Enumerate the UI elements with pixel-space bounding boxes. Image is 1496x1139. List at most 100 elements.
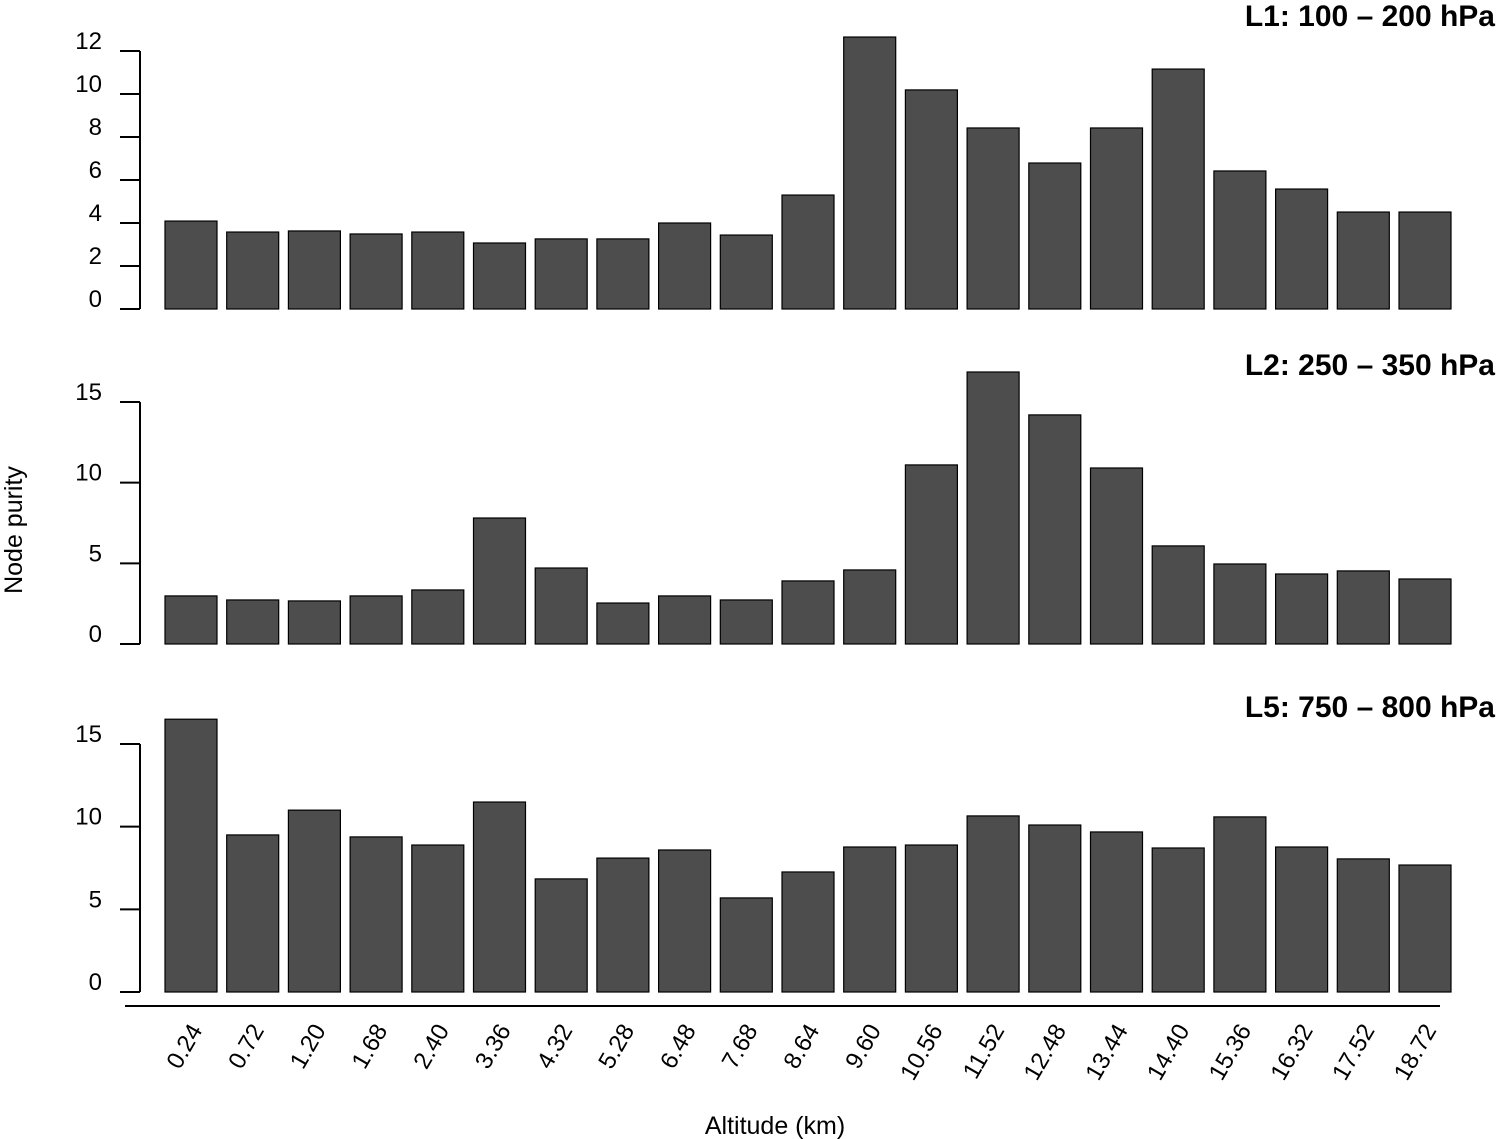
- bar-11.52: [966, 127, 1020, 310]
- bar-9.60: [843, 36, 897, 310]
- y-tick-label: 15: [75, 721, 102, 748]
- bar-0.72: [226, 599, 280, 645]
- bar-12.48: [1028, 824, 1082, 993]
- bar-12.48: [1028, 414, 1082, 645]
- x-tick-label: 8.64: [778, 1020, 825, 1074]
- panel-1: L1: 100 – 200 hPa 0 2 4 6 8 10 12: [75, 0, 1495, 313]
- bar-11.52: [966, 371, 1020, 645]
- bar-11.52: [966, 815, 1020, 993]
- bar-13.44: [1089, 467, 1144, 645]
- bar-8.64: [781, 871, 835, 993]
- bar-7.68: [719, 897, 773, 993]
- y-tick-label: 2: [89, 243, 102, 270]
- bar-2.40: [411, 231, 465, 310]
- bar-13.44: [1089, 127, 1144, 310]
- y-tick-label: 0: [89, 286, 102, 313]
- bar-17.52: [1336, 858, 1390, 993]
- x-tick-label: 12.48: [1019, 1020, 1072, 1086]
- bar-0.72: [226, 834, 280, 993]
- bar-0.72: [226, 231, 280, 310]
- y-axis-label: Node purity: [0, 466, 28, 594]
- bar-14.40: [1151, 68, 1205, 310]
- x-tick-label: 13.44: [1080, 1020, 1133, 1086]
- panel-2: L2: 250 – 350 hPa 0 5 10 15: [75, 349, 1495, 648]
- bar-9.60: [843, 846, 897, 993]
- bar-16.32: [1274, 846, 1329, 993]
- bar-0.24: [164, 718, 218, 993]
- x-tick-label: 14.40: [1142, 1020, 1195, 1086]
- bar-18.72: [1398, 864, 1452, 993]
- bar-3.36: [472, 801, 527, 993]
- bar-10.56: [904, 464, 959, 645]
- bar-1.68: [349, 233, 403, 310]
- y-tick-label: 10: [75, 71, 102, 98]
- x-tick-label: 0.72: [223, 1020, 270, 1074]
- bar-7.68: [719, 234, 773, 310]
- x-tick-label: 15.36: [1204, 1020, 1257, 1086]
- x-tick-label: 3.36: [470, 1020, 517, 1074]
- bar-5.28: [596, 602, 650, 645]
- x-tick-label: 11.52: [958, 1020, 1011, 1084]
- bar-10.56: [904, 844, 959, 993]
- y-tick-label: 12: [75, 28, 102, 55]
- y-tick-label: 4: [89, 200, 102, 227]
- panel-3: L5: 750 – 800 hPa 0 5 10 15: [75, 691, 1495, 996]
- panel-title: L5: 750 – 800 hPa: [1245, 691, 1495, 724]
- bar-1.20: [287, 600, 341, 645]
- bar-4.32: [534, 878, 588, 993]
- x-tick-label: 16.32: [1265, 1020, 1318, 1086]
- bar-6.48: [657, 595, 712, 645]
- y-tick-label: 10: [75, 460, 102, 487]
- bar-6.48: [657, 849, 712, 993]
- x-tick-label: 1.68: [347, 1020, 394, 1074]
- x-tick-label: 4.32: [532, 1020, 579, 1074]
- x-tick-label: 1.20: [285, 1020, 332, 1074]
- bar-9.60: [843, 569, 897, 645]
- x-tick-label: 2.40: [408, 1020, 455, 1074]
- bar-1.68: [349, 595, 403, 645]
- bar-5.28: [596, 857, 650, 993]
- bar-4.32: [534, 238, 588, 310]
- bar-15.36: [1213, 170, 1267, 310]
- bar-2.40: [411, 844, 465, 993]
- bar-18.72: [1398, 578, 1452, 645]
- bar-14.40: [1151, 847, 1205, 993]
- bar-12.48: [1028, 162, 1082, 310]
- x-tick-label: 6.48: [655, 1020, 702, 1074]
- panel-title: L1: 100 – 200 hPa: [1245, 0, 1495, 33]
- y-tick-label: 0: [89, 969, 102, 996]
- x-tick-label: 7.68: [717, 1020, 764, 1074]
- x-tick-label: 0.24: [161, 1020, 208, 1074]
- x-tick-label: 18.72: [1389, 1020, 1442, 1086]
- bar-13.44: [1089, 831, 1144, 993]
- bar-5.28: [596, 238, 650, 310]
- y-tick-label: 10: [75, 804, 102, 831]
- y-tick-label: 8: [89, 114, 102, 141]
- bar-8.64: [781, 194, 835, 310]
- bar-7.68: [719, 599, 773, 645]
- bar-0.24: [164, 220, 218, 310]
- bar-14.40: [1151, 545, 1205, 645]
- x-axis-label: Altitude (km): [705, 1112, 845, 1139]
- bar-17.52: [1336, 570, 1390, 645]
- bar-18.72: [1398, 211, 1452, 310]
- bar-16.32: [1274, 188, 1329, 310]
- x-tick-label: 9.60: [840, 1020, 887, 1074]
- panel-title: L2: 250 – 350 hPa: [1245, 349, 1495, 382]
- bar-15.36: [1213, 816, 1267, 993]
- bar-1.20: [287, 809, 341, 993]
- y-tick-label: 5: [89, 886, 102, 913]
- bar-8.64: [781, 580, 835, 645]
- bar-6.48: [657, 222, 712, 310]
- bar-10.56: [904, 89, 959, 310]
- bar-15.36: [1213, 563, 1267, 645]
- bar-16.32: [1274, 573, 1329, 645]
- bar-2.40: [411, 589, 465, 645]
- x-tick-label: 17.52: [1327, 1020, 1380, 1086]
- bar-3.36: [472, 517, 527, 645]
- bar-1.68: [349, 836, 403, 993]
- x-tick-label: 5.28: [593, 1020, 640, 1074]
- bar-17.52: [1336, 211, 1390, 310]
- bar-1.20: [287, 230, 341, 310]
